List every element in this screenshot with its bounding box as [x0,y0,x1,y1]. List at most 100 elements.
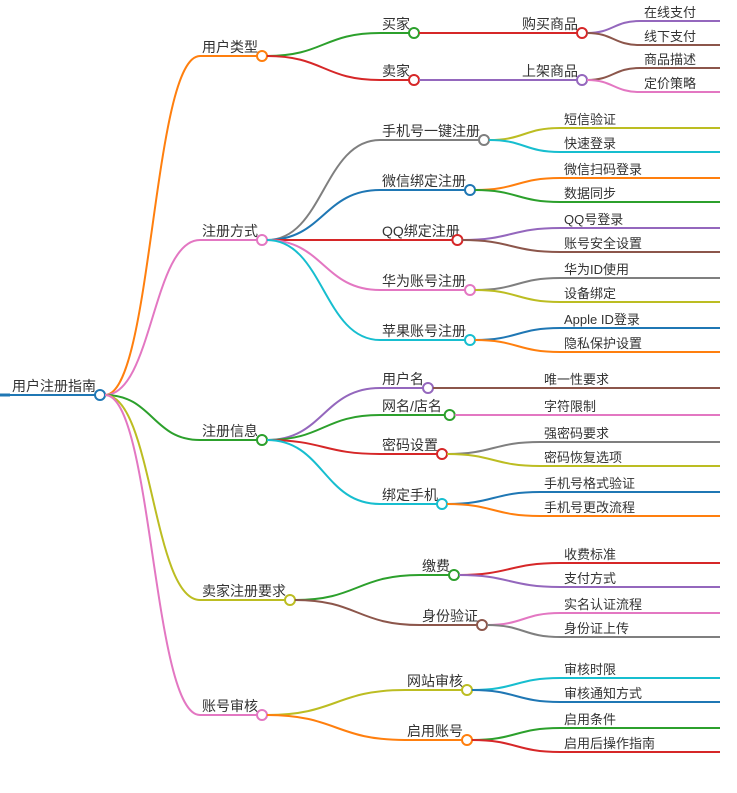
branch-curve [489,128,560,140]
branch-curve [267,715,405,740]
root-label: 用户注册指南 [12,378,96,394]
leaf-label: 定价策略 [644,76,696,91]
leaf-label: 审核通知方式 [564,686,642,701]
node-circle [257,235,267,245]
branch-curve [447,454,540,466]
node-label: 华为账号注册 [382,273,466,289]
node-label: 注册信息 [202,423,258,439]
branch-curve [459,575,560,587]
leaf-label: 审核时限 [564,662,616,677]
branch-curve [295,600,420,625]
branch-curve [462,228,560,240]
branch-curve [447,492,540,504]
branch-curve [267,140,380,240]
branch-curve [105,56,200,395]
node-label: 绑定手机 [382,487,438,503]
node-label: 微信绑定注册 [382,173,466,189]
node-circle [465,185,475,195]
node-circle [577,28,587,38]
node-circle [409,75,419,85]
leaf-label: 字符限制 [544,399,596,414]
branch-curve [475,290,560,302]
branch-curve [462,240,560,252]
leaf-label: 商品描述 [644,52,696,67]
branch-curve [447,504,540,516]
branch-curve [267,690,405,715]
leaf-label: 手机号更改流程 [544,500,635,515]
node-circle [462,735,472,745]
leaf-label: 数据同步 [564,186,616,201]
leaf-label: 在线支付 [644,5,696,20]
node-circle [95,390,105,400]
node-label: 账号审核 [202,698,258,714]
branch-curve [267,240,380,340]
branch-curve [105,240,200,395]
branch-curve [267,415,380,440]
branch-curve [587,80,640,92]
branch-curve [472,728,560,740]
leaf-label: 隐私保护设置 [564,336,642,351]
branch-curve [475,278,560,290]
leaf-label: 启用条件 [564,712,616,727]
node-circle [465,285,475,295]
leaf-label: 华为ID使用 [564,262,629,277]
branch-curve [267,388,380,440]
node-circle [445,410,455,420]
node-label: 苹果账号注册 [382,323,466,339]
branch-curve [587,21,640,33]
branch-curve [475,190,560,202]
node-circle [257,710,267,720]
branch-curve [487,613,560,625]
branch-curve [475,178,560,190]
node-label: 密码设置 [382,437,438,453]
branch-curve [587,68,640,80]
leaf-label: 强密码要求 [544,426,609,441]
node-circle [449,570,459,580]
leaf-label: 短信验证 [564,112,616,127]
branch-curve [472,678,560,690]
node-circle [577,75,587,85]
leaf-label: 线下支付 [644,29,696,44]
leaf-label: 实名认证流程 [564,597,642,612]
leaf-label: 身份证上传 [564,621,629,636]
branch-curve [105,395,200,715]
branch-curve [267,240,380,290]
node-circle [423,383,433,393]
leaf-label: 微信扫码登录 [564,162,642,177]
node-label: 卖家 [382,63,410,79]
branch-curve [459,563,560,575]
node-label: 网站审核 [407,673,463,689]
branch-curve [105,395,200,600]
node-label: 用户类型 [202,39,258,55]
leaf-label: 密码恢复选项 [544,450,622,465]
node-label: 手机号一键注册 [382,123,480,139]
node-label: 用户名 [382,371,424,387]
leaf-label: 快速登录 [564,136,616,151]
branch-curve [487,625,560,637]
node-label: 上架商品 [522,63,578,79]
node-label: 启用账号 [407,723,463,739]
branch-curve [475,340,560,352]
node-circle [437,449,447,459]
node-label: 买家 [382,16,410,32]
leaf-label: 账号安全设置 [564,236,642,251]
leaf-label: Apple ID登录 [564,312,640,327]
branch-curve [267,440,380,504]
node-label: 卖家注册要求 [202,583,286,599]
leaf-label: 支付方式 [564,571,616,586]
leaf-label: 收费标准 [564,547,616,562]
branch-curve [267,33,380,56]
branch-curve [587,33,640,45]
branch-curve [489,140,560,152]
branch-curve [447,442,540,454]
node-circle [257,435,267,445]
node-circle [465,335,475,345]
node-circle [409,28,419,38]
leaf-label: 设备绑定 [564,286,616,301]
branch-curve [475,328,560,340]
node-label: 注册方式 [202,223,258,239]
leaf-label: 唯一性要求 [544,372,609,387]
node-circle [257,51,267,61]
leaf-label: 启用后操作指南 [564,736,655,751]
branch-curve [295,575,420,600]
